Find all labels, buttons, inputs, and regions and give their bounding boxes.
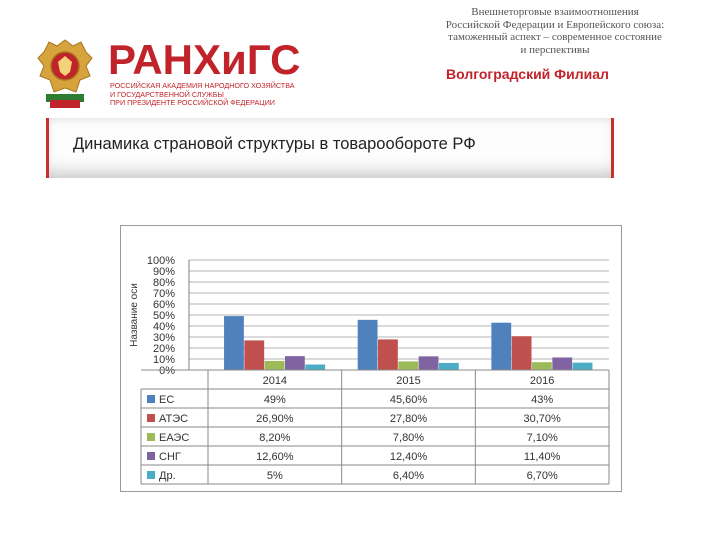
table-cell: 11,40% [524, 451, 561, 463]
emblem-logo [37, 39, 93, 108]
legend-label: Др. [159, 470, 176, 482]
legend-swatch [147, 471, 155, 479]
bar [532, 362, 552, 370]
legend-swatch [147, 433, 155, 441]
slide-title: Динамика страновой структуры в товарообо… [73, 135, 476, 153]
table-cell: 12,60% [256, 451, 294, 463]
branch-name: Волгоградский Филиал [446, 66, 609, 82]
brand-subtitle-line: Российская академия народного хозяйства [110, 81, 295, 90]
bar [398, 361, 419, 370]
y-tick-label: 0% [159, 365, 175, 377]
table-cell: 6,70% [527, 470, 558, 482]
bar [224, 316, 244, 370]
y-tick-label: 100% [147, 255, 175, 267]
bar [264, 360, 285, 370]
bar [244, 340, 265, 370]
y-tick-label: 50% [153, 310, 175, 322]
y-tick-label: 10% [153, 354, 175, 366]
table-cell: 49% [264, 394, 286, 406]
table-cell: 8,20% [259, 432, 290, 444]
y-tick-label: 90% [153, 266, 175, 278]
slide-title-band: Динамика страновой структуры в товарообо… [46, 118, 614, 178]
legend-swatch [147, 414, 155, 422]
bar [357, 319, 378, 370]
y-tick-label: 30% [153, 332, 175, 344]
legend-label: ЕС [159, 394, 174, 406]
bar [572, 362, 593, 370]
legend-swatch [147, 395, 155, 403]
legend-label: ЕАЭС [159, 432, 189, 444]
table-cell: 26,90% [256, 413, 294, 425]
bar [511, 336, 532, 370]
table-cell: 27,80% [390, 413, 428, 425]
table-cell: 7,10% [527, 432, 558, 444]
presentation-title-line: Российской Федерации и Европейского союз… [445, 18, 665, 31]
bar-chart: Название оси 0%10%20%30%40%50%60%70%80%90… [129, 255, 610, 485]
y-tick-label: 40% [153, 321, 175, 333]
brand-subtitle-line: и государственной службы [110, 89, 224, 99]
legend-label: СНГ [159, 451, 181, 463]
presentation-title-line: таможенный аспект – современное состояни… [448, 31, 662, 43]
legend-swatch [147, 452, 155, 460]
brand-subtitle: Российская академия народного хозяйства … [110, 81, 295, 108]
legend-label: АТЭС [159, 413, 188, 425]
presentation-title-line: Внешнеторговые взаимоотношения [471, 6, 639, 18]
x-category-label: 2014 [263, 375, 287, 387]
bar [491, 322, 512, 370]
table-cell: 45,60% [390, 394, 428, 406]
table-cell: 12,40% [390, 451, 428, 463]
presentation-title-line: и перспективы [520, 43, 590, 56]
y-axis-title: Название оси [129, 283, 140, 347]
bar [305, 364, 326, 370]
table-cell: 7,80% [393, 432, 424, 444]
y-tick-label: 80% [153, 277, 175, 289]
y-tick-label: 20% [153, 343, 175, 355]
bar [438, 362, 459, 370]
bar [552, 357, 573, 370]
brand-subtitle-line: при Президенте Российской Федерации [110, 98, 275, 108]
table-cell: 43% [531, 394, 553, 406]
brand-logo-text: РАНХиГС [108, 36, 301, 83]
chart-frame: Название оси 0% 10% 20% 30% 40% 50% 60% 70% 80% 90… [120, 225, 622, 492]
y-tick-label: 70% [153, 288, 175, 300]
x-category-label: 2016 [530, 375, 554, 387]
x-category-label: 2015 [396, 375, 420, 387]
table-cell: 6,40% [393, 470, 424, 482]
y-tick-label: 60% [153, 299, 175, 311]
presentation-title: Внешнеторговые взаимоотношения Российско… [430, 6, 680, 56]
bar [378, 339, 398, 370]
table-cell: 5% [267, 470, 283, 482]
table-cell: 30,70% [524, 413, 562, 425]
bar [418, 356, 439, 370]
bar [284, 356, 305, 370]
